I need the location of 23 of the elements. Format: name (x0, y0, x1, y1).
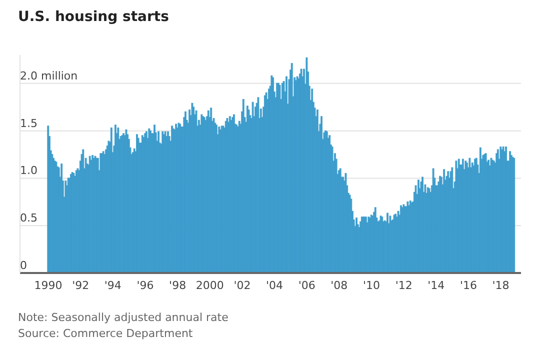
source-note: Source: Commerce Department (18, 327, 193, 340)
x-tick-label: '18 (492, 278, 510, 292)
x-tick-label: 1990 (34, 278, 62, 292)
y-tick-label: 0 (20, 259, 27, 272)
x-tick-label: '02 (234, 278, 251, 292)
y-tick-label: 1.0 (20, 164, 38, 178)
x-tick-label: '12 (395, 278, 412, 292)
x-tick-label: '04 (266, 278, 284, 292)
x-tick-label: '08 (330, 278, 348, 292)
y-tick-label: 2.0 million (20, 69, 78, 82)
x-tick-label: '14 (428, 278, 445, 292)
x-tick-label: '98 (169, 278, 186, 292)
x-tick-label: '94 (104, 278, 122, 292)
x-tick-label: '96 (136, 278, 154, 292)
chart-title: U.S. housing starts (18, 9, 169, 25)
x-tick-label: '92 (72, 278, 90, 292)
y-tick-label: 0.5 (20, 212, 38, 225)
x-tick-label: 2000 (196, 278, 224, 292)
x-tick-label: '16 (460, 278, 477, 292)
x-tick-label: '10 (362, 278, 380, 292)
x-tick-label: '06 (298, 278, 316, 292)
y-tick-label: 1.5 (20, 116, 38, 130)
text: Note: Seasonally adjusted annual rate (18, 311, 228, 324)
